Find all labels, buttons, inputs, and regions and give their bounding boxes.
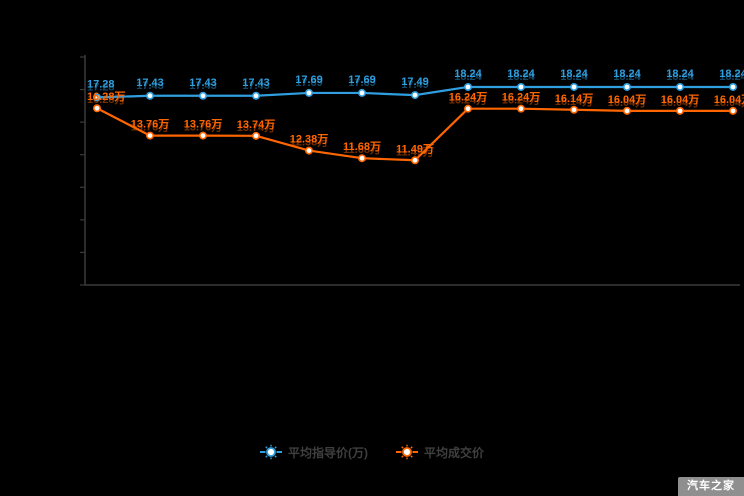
data-label: 18.24: [666, 68, 694, 80]
data-label: 13.74万: [237, 118, 276, 131]
data-label: 18.24: [719, 68, 744, 80]
guide-price-point: [357, 88, 366, 97]
data-label: 17.69: [295, 74, 323, 86]
guide-price-point: [516, 82, 525, 91]
data-label: 17.69: [348, 74, 376, 86]
data-label: 18.24: [507, 68, 535, 80]
guide-price-point: [304, 88, 313, 97]
guide-price-point: [252, 91, 261, 100]
data-label: 16.24万: [502, 91, 541, 104]
deal-price-point: [199, 131, 208, 140]
deal-price-point: [146, 131, 155, 140]
deal-price-point: [516, 104, 525, 113]
deal-price-point: [252, 131, 261, 140]
data-label: 11.49万: [396, 142, 434, 155]
deal-price-point: [622, 106, 631, 115]
data-label: 13.76万: [131, 118, 170, 131]
guide-price-point: [622, 82, 631, 91]
data-label: 18.24: [454, 68, 482, 80]
deal-price-point: [675, 106, 684, 115]
chart-legend: 平均指导价(万) 平均成交价: [0, 440, 744, 464]
legend-label-deal-price: 平均成交价: [423, 445, 484, 460]
guide-price-line-marker-icon: [259, 444, 282, 460]
data-label: 16.04万: [661, 93, 700, 106]
deal-price-point: [93, 104, 102, 113]
deal-price-point: [569, 105, 578, 114]
data-label: 13.76万: [184, 118, 223, 131]
data-label: 18.24: [613, 68, 641, 80]
deal-price-point: [357, 154, 366, 163]
legend-item-avg-deal-price[interactable]: 平均成交价: [395, 444, 484, 461]
guide-price-point: [675, 82, 684, 91]
data-label: 17.43: [242, 77, 270, 89]
deal-price-line-marker-icon: [395, 444, 418, 460]
guide-price-point: [146, 91, 155, 100]
guide-price-point: [93, 93, 102, 102]
legend-label-guide-price: 平均指导价(万): [287, 445, 368, 460]
legend-item-avg-guide-price[interactable]: 平均指导价(万): [259, 444, 368, 461]
data-label: 12.38万: [290, 133, 329, 146]
data-label: 16.28万: [87, 90, 126, 103]
data-label: 17.43: [189, 77, 217, 89]
data-label: 17.43: [136, 77, 164, 89]
data-label: 16.24万: [449, 91, 488, 104]
guide-price-point: [199, 91, 208, 100]
data-label: 16.04万: [714, 93, 744, 106]
guide-price-point: [569, 82, 578, 91]
data-label: 16.14万: [555, 92, 594, 105]
deal-price-point: [304, 146, 313, 155]
deal-price-point: [728, 106, 737, 115]
guide-price-point: [728, 82, 737, 91]
deal-price-point: [410, 156, 419, 165]
data-label: 17.49: [401, 76, 429, 88]
watermark-text: 汽车之家: [687, 480, 735, 492]
guide-price-point: [463, 82, 472, 91]
data-label: 16.04万: [608, 93, 647, 106]
data-label: 17.28: [87, 78, 115, 90]
deal-price-point: [463, 104, 472, 113]
guide-price-point: [410, 91, 419, 100]
data-label: 18.24: [560, 68, 588, 80]
price-trend-chart: 17.28 17.43 17.43 17.43 17.69 17.69 17.49 18.24…: [80, 55, 744, 286]
watermark-autohome: 汽车之家: [678, 477, 744, 496]
data-label: 11.68万: [343, 140, 381, 153]
